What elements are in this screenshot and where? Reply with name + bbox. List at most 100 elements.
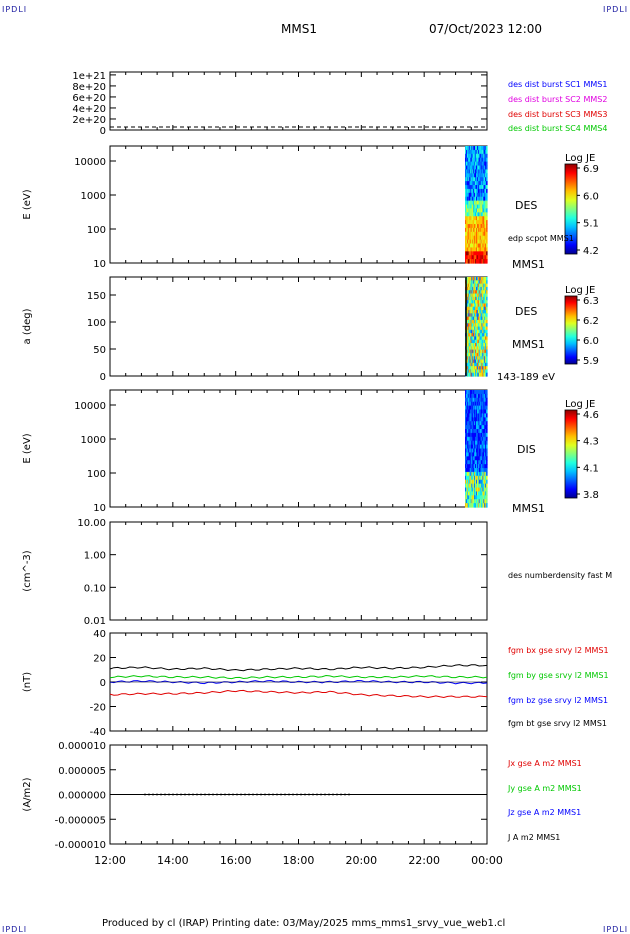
spectrogram-cell	[472, 417, 474, 422]
spectrogram-cell	[485, 456, 487, 461]
spectrogram-cell	[471, 456, 473, 461]
spectrogram-cell	[472, 333, 474, 337]
spectrogram-cell	[474, 293, 476, 298]
spectrogram-cell	[468, 448, 471, 453]
spectrogram-cell	[482, 359, 484, 364]
spectrogram-cell	[481, 366, 484, 370]
spectrogram-cell	[479, 417, 482, 422]
spectrogram-cell	[481, 296, 484, 301]
spectrogram-cell	[476, 277, 478, 281]
spectrogram-cell	[484, 429, 486, 434]
spectrogram-cell	[478, 192, 481, 198]
spectrogram-cell	[469, 323, 472, 328]
spectrogram-cell	[477, 362, 480, 367]
spectrogram-cell	[486, 460, 488, 465]
spectrogram-cell	[474, 483, 476, 489]
y-tick-label: 100	[87, 318, 106, 329]
spectrogram-cell	[482, 323, 484, 328]
spectrogram-cell	[481, 161, 484, 167]
spectrogram-cell	[476, 417, 479, 422]
spectrogram-cell	[482, 216, 484, 221]
spectrogram-cell	[482, 409, 484, 414]
spectrogram-cell	[482, 146, 484, 151]
spectrogram-cell	[476, 231, 478, 237]
spectrogram-cell	[471, 479, 473, 485]
spectrogram-cell	[480, 401, 483, 407]
spectrogram-cell	[486, 503, 488, 508]
spectrogram-cell	[466, 146, 469, 151]
spectrogram-cell	[473, 149, 475, 155]
spectrogram-cell	[477, 448, 480, 453]
spectrogram-cell	[480, 390, 483, 395]
spectrogram-cell	[468, 227, 471, 233]
spectrogram-cell	[466, 247, 469, 252]
spectrogram-cell	[470, 429, 473, 434]
spectrogram-cell	[467, 343, 470, 347]
spectrogram-cell	[466, 296, 469, 301]
spectrogram-cell	[478, 483, 481, 489]
spectrogram-cell	[479, 346, 482, 351]
y-tick-label: 10000	[74, 401, 106, 412]
spectrogram-cell	[476, 277, 479, 281]
spectrogram-cell	[485, 251, 487, 256]
spectrogram-cell	[472, 491, 474, 496]
spectrogram-cell	[476, 231, 479, 237]
spectrogram-cell	[469, 280, 472, 285]
spectrogram-cell	[468, 303, 471, 308]
spectrogram-cell	[465, 177, 468, 182]
panel-frame-3	[109, 276, 488, 377]
spectrogram-cell	[481, 436, 484, 442]
spectrogram-cell	[476, 161, 479, 167]
spectrogram-cell	[465, 192, 468, 198]
spectrogram-cell	[484, 432, 486, 438]
spectrogram-cell	[467, 200, 470, 206]
spectrogram-cell	[476, 161, 478, 167]
spectrogram-cell	[468, 346, 471, 351]
spectrogram-cell	[465, 185, 467, 190]
spectrogram-cell	[466, 432, 469, 438]
spectrogram-cell	[478, 293, 481, 298]
spectrogram-cell	[468, 349, 471, 354]
spectrogram-cell	[469, 495, 472, 500]
spectrogram-cell	[483, 326, 485, 331]
spectrogram-cell	[481, 290, 484, 295]
spectrogram-cell	[473, 329, 475, 334]
spectrogram-cell	[466, 475, 469, 481]
spectrogram-cell	[478, 212, 481, 217]
spectrogram-cell	[467, 436, 470, 442]
spectrogram-cell	[465, 146, 468, 151]
spectrogram-cell	[467, 401, 470, 407]
spectrogram-cell	[468, 390, 471, 395]
legend-entry: J A m2 MMS1	[507, 833, 560, 842]
spectrogram-cell	[472, 349, 474, 354]
spectrogram-cell	[472, 188, 474, 194]
spectrogram-cell	[478, 468, 481, 473]
spectrogram-cell	[475, 413, 477, 418]
colorbar-tick-label: 3.8	[583, 490, 599, 501]
spectrogram-cell	[482, 259, 484, 264]
spectrogram-cell	[484, 366, 486, 370]
spectrogram-cell	[466, 188, 469, 194]
spectrogram-cell	[479, 352, 482, 357]
spectrogram-cell	[469, 409, 472, 414]
spectrogram-cell	[471, 243, 473, 248]
spectrogram-cell	[484, 231, 486, 237]
spectrogram-cell	[481, 177, 484, 182]
spectrogram-cell	[469, 421, 472, 426]
spectrogram-cell	[466, 339, 469, 344]
spectrogram-cell	[470, 352, 473, 357]
spectrogram-cell	[482, 401, 484, 407]
spectrogram-cell	[483, 303, 485, 308]
spectrogram-cell	[477, 255, 480, 260]
spectrogram-cell	[484, 448, 486, 453]
spectrogram-cell	[466, 239, 469, 245]
spectrogram-cell	[471, 283, 473, 288]
spectrogram-cell	[486, 227, 488, 233]
y-tick-label: 2e+20	[72, 115, 106, 126]
spectrogram-cell	[480, 220, 483, 225]
spectrogram-cell	[473, 425, 475, 430]
spectrogram-cell	[485, 440, 487, 446]
spectrogram-cell	[478, 440, 481, 446]
spectrogram-cell	[466, 157, 469, 163]
spectrogram-cell	[476, 429, 479, 434]
